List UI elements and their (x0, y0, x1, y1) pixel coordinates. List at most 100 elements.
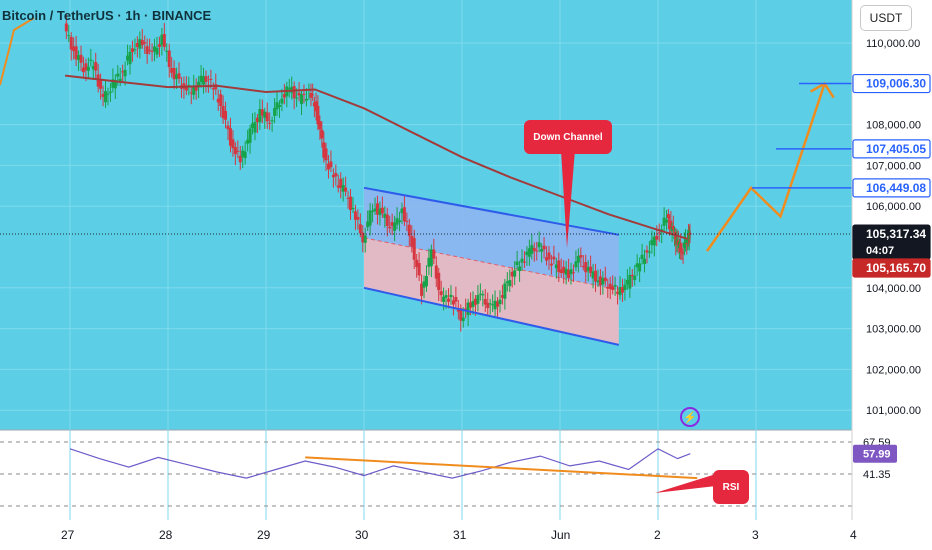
candle-body (417, 263, 421, 276)
price-badge-value: 105,317.34 (866, 227, 926, 241)
price-badge-value: 109,006.30 (866, 77, 926, 91)
candle-body (535, 250, 539, 252)
candle-body (371, 210, 375, 212)
candle-body (334, 173, 338, 177)
candle-body (681, 251, 685, 253)
candle-body (574, 261, 578, 268)
candle-body (447, 298, 451, 302)
currency-selector[interactable]: USDT (860, 5, 912, 31)
candle-body (483, 298, 487, 305)
candle-body (491, 304, 495, 306)
candle-body (456, 309, 460, 312)
price-tick-label: 103,000.00 (866, 324, 921, 336)
candle-body (473, 298, 477, 305)
candle-body (608, 283, 612, 289)
candle-body (373, 208, 377, 212)
candle-body (329, 161, 333, 168)
candle-body (351, 207, 355, 210)
candle-body (344, 187, 348, 192)
candle-body (645, 250, 649, 253)
candle-body (383, 213, 387, 218)
time-axis-background (0, 520, 932, 550)
candle-body (135, 42, 139, 47)
lightning-bolt-icon[interactable]: ⚡ (680, 407, 700, 427)
symbol-title: Bitcoin / TetherUS · 1h · BINANCE (2, 8, 212, 23)
price-tick-label: 106,000.00 (866, 201, 921, 213)
candle-body (260, 109, 264, 116)
candle-body (402, 207, 406, 222)
candle-body (569, 269, 573, 275)
candle-body (640, 254, 644, 259)
candle-body (665, 219, 669, 223)
channel-midline (363, 237, 619, 291)
candle-body (316, 105, 320, 125)
candle-body (170, 67, 174, 73)
candle-body (557, 260, 561, 273)
candle-body (77, 55, 81, 60)
candle-body (79, 54, 83, 63)
candle-body (424, 276, 428, 287)
candle-body (669, 220, 673, 227)
rsi-current-value: 57.99 (863, 449, 891, 461)
candle-body (197, 81, 201, 88)
time-axis-label: 3 (752, 528, 759, 542)
candle-body (442, 296, 446, 302)
candle-body (145, 46, 149, 54)
candle-body (189, 92, 193, 94)
candle-body (368, 210, 372, 226)
candle-body (336, 185, 340, 188)
candle-body (184, 87, 188, 91)
time-axis-label: 4 (850, 528, 857, 542)
candle-body (358, 224, 362, 234)
candle-body (505, 281, 509, 284)
candle-body (86, 66, 90, 71)
candle-body (657, 232, 661, 234)
candle-body (309, 92, 313, 98)
candle-body (104, 91, 108, 103)
candle-body (265, 112, 269, 122)
candle-body (603, 277, 607, 282)
candle-body (297, 92, 301, 96)
candle-body (209, 78, 213, 80)
candle-body (581, 266, 585, 268)
candle-body (680, 253, 684, 255)
candle-body (378, 208, 382, 216)
candle-body (466, 302, 470, 316)
candle-body (318, 121, 322, 130)
candle-body (118, 78, 122, 82)
candle-body (503, 283, 507, 299)
candle-body (248, 128, 252, 143)
price-tick-label: 107,000.00 (866, 160, 921, 172)
candle-body (478, 293, 482, 295)
candle-body (549, 263, 553, 266)
candle-body (488, 303, 492, 305)
candle-body (241, 150, 245, 158)
candle-body (684, 239, 688, 245)
candle-body (476, 295, 480, 304)
candle-body (226, 125, 230, 130)
candle-body (496, 301, 500, 307)
candle-body (647, 251, 651, 253)
candle-body (126, 55, 130, 61)
candle-body (228, 128, 232, 146)
candle-body (84, 63, 88, 71)
candle-body (287, 88, 291, 90)
candle-body (81, 67, 85, 73)
time-axis-label: 31 (453, 528, 467, 542)
candle-body (628, 274, 632, 289)
candle-body (270, 120, 274, 122)
price-badge (852, 178, 931, 198)
candle-body (320, 129, 324, 139)
price-badge-value: 105,165.70 (866, 261, 926, 275)
candle-body (434, 265, 438, 279)
candle-body (130, 48, 134, 52)
candle-body (224, 110, 228, 120)
candle-body (263, 111, 267, 118)
candle-body (366, 221, 370, 228)
time-axis-label: 28 (159, 528, 173, 542)
candle-body (341, 185, 345, 192)
time-axis-label: Jun (551, 528, 570, 542)
candle-body (429, 249, 433, 267)
candle-body (324, 148, 328, 161)
